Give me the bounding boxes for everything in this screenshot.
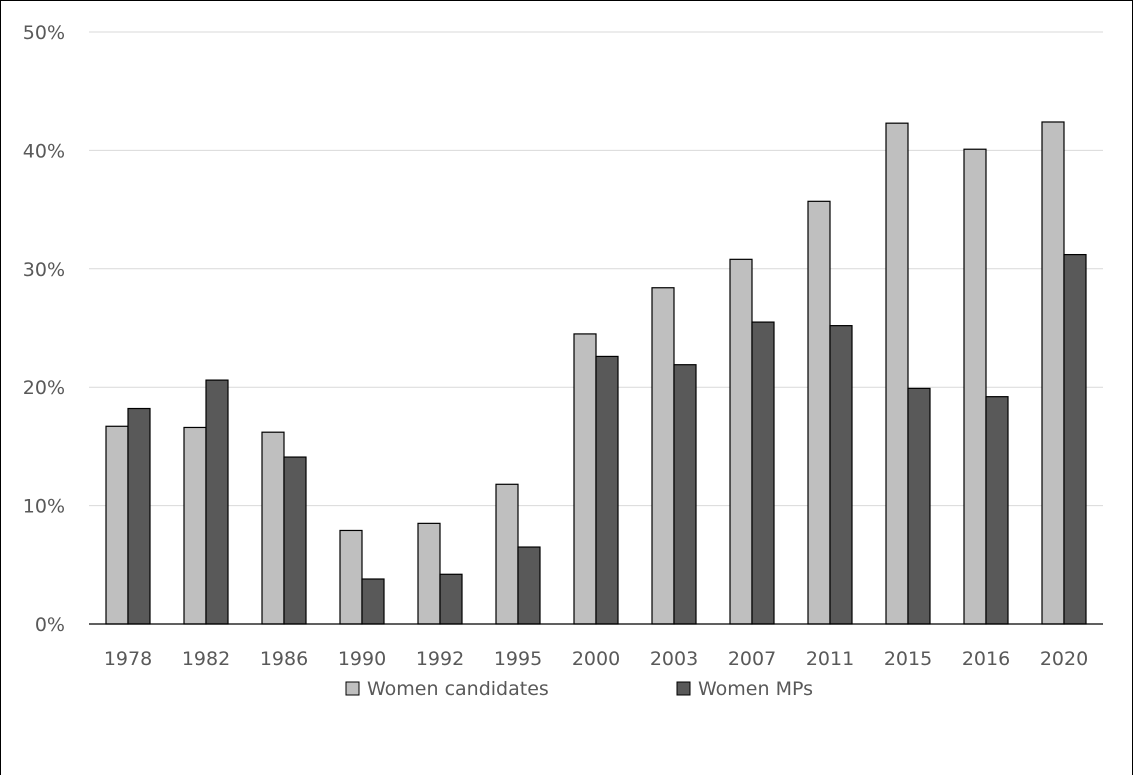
x-tick-label: 1978 — [104, 648, 152, 670]
x-tick-label: 1982 — [182, 648, 230, 670]
bar-women-candidates — [495, 483, 519, 625]
bar-women-mps — [283, 456, 307, 625]
bar-women-candidates — [1041, 121, 1065, 625]
legend-item-women-mps-label: Women MPs — [698, 678, 813, 700]
bar-women-candidates — [339, 529, 363, 625]
bar-women-candidates — [963, 148, 987, 625]
x-tick-label: 1995 — [494, 648, 542, 670]
bar-women-mps — [127, 407, 151, 625]
x-tick-label: 1990 — [338, 648, 386, 670]
bar-women-candidates — [807, 200, 831, 625]
bar-women-mps — [751, 321, 775, 625]
bar-women-mps — [1063, 253, 1087, 625]
axes: 0% 10% 20% 30% 40% 50% 1978 1982 1986 1990 1992 199… — [23, 22, 1103, 670]
bar-women-mps — [439, 573, 463, 625]
legend: Women candidates Women MPs — [345, 678, 813, 700]
legend-item-women-mps-swatch — [676, 681, 691, 696]
bar-women-candidates — [261, 431, 285, 625]
bar-women-mps — [205, 379, 229, 625]
bar-women-candidates — [729, 258, 753, 625]
y-tick-label: 20% — [23, 377, 65, 399]
bar-women-mps — [595, 355, 619, 625]
bar-women-mps — [907, 387, 931, 625]
x-tick-label: 2003 — [650, 648, 698, 670]
x-tick-label: 2016 — [962, 648, 1010, 670]
bars — [105, 121, 1087, 625]
bar-women-candidates — [573, 333, 597, 625]
bar-women-mps — [673, 364, 697, 625]
x-tick-label: 2000 — [572, 648, 620, 670]
bar-women-mps — [361, 578, 385, 625]
bar-women-candidates — [651, 287, 675, 625]
y-tick-label: 30% — [23, 259, 65, 281]
x-tick-label: 2011 — [806, 648, 854, 670]
x-tick-label: 2015 — [884, 648, 932, 670]
bar-women-candidates — [105, 425, 129, 625]
bar-women-candidates — [183, 426, 207, 625]
x-tick-label: 2007 — [728, 648, 776, 670]
y-tick-label: 40% — [23, 140, 65, 162]
x-tick-label: 2020 — [1040, 648, 1088, 670]
y-tick-label: 10% — [23, 496, 65, 518]
x-tick-label: 1992 — [416, 648, 464, 670]
legend-item-women-candidates-swatch — [345, 681, 360, 696]
bar-women-mps — [829, 325, 853, 625]
bar-women-candidates — [885, 122, 909, 625]
bar-women-mps — [985, 396, 1009, 625]
y-tick-label: 50% — [23, 22, 65, 44]
bar-women-candidates — [417, 522, 441, 625]
gridlines — [89, 31, 1103, 507]
legend-item-women-candidates-label: Women candidates — [367, 678, 549, 700]
x-tick-label: 1986 — [260, 648, 308, 670]
y-tick-label: 0% — [35, 614, 65, 636]
bar-women-mps — [517, 546, 541, 625]
